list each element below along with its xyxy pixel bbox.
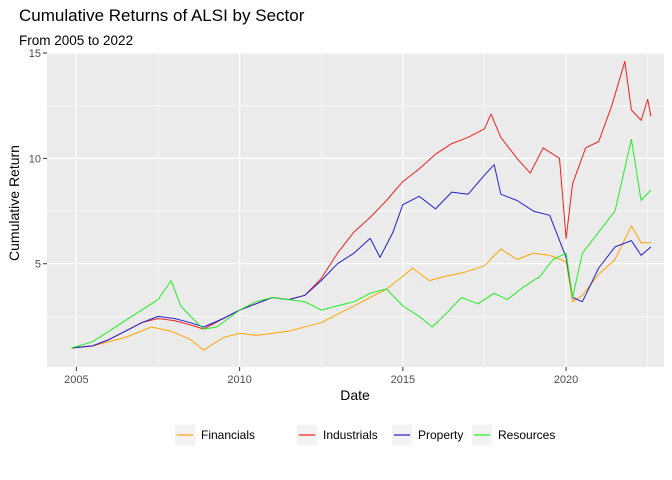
legend-item-property: Property bbox=[392, 425, 463, 445]
major-gridlines bbox=[47, 52, 664, 367]
series-line-resources bbox=[71, 138, 652, 349]
chart-title: Cumulative Returns of ALSI by Sector bbox=[19, 6, 305, 25]
y-tick-label: 5 bbox=[35, 259, 41, 271]
legend-item-financials: Financials bbox=[175, 425, 255, 445]
x-tick-label: 2020 bbox=[554, 374, 578, 386]
legend: Financials Industrials Property Resources bbox=[175, 425, 555, 445]
legend-label: Property bbox=[418, 428, 463, 442]
axes: 2005 2010 2015 2020 5 10 15 bbox=[29, 48, 579, 386]
x-tick-label: 2005 bbox=[64, 374, 88, 386]
series-lines bbox=[71, 60, 652, 351]
x-tick-label: 2010 bbox=[227, 374, 251, 386]
legend-item-industrials: Industrials bbox=[297, 425, 378, 445]
y-tick-label: 10 bbox=[29, 153, 41, 165]
legend-label: Industrials bbox=[323, 428, 378, 442]
chart-subtitle: From 2005 to 2022 bbox=[19, 33, 134, 48]
legend-label: Resources bbox=[498, 428, 555, 442]
legend-label: Financials bbox=[201, 428, 255, 442]
series-line-industrials bbox=[71, 60, 652, 349]
x-tick-label: 2015 bbox=[391, 374, 415, 386]
plot-panel bbox=[47, 53, 664, 367]
y-tick-label: 15 bbox=[29, 48, 41, 60]
y-axis-label: Cumulative Return bbox=[6, 145, 22, 261]
minor-gridlines bbox=[47, 53, 664, 367]
x-axis-label: Date bbox=[340, 387, 370, 403]
series-line-financials bbox=[71, 225, 651, 351]
legend-item-resources: Resources bbox=[472, 425, 555, 445]
